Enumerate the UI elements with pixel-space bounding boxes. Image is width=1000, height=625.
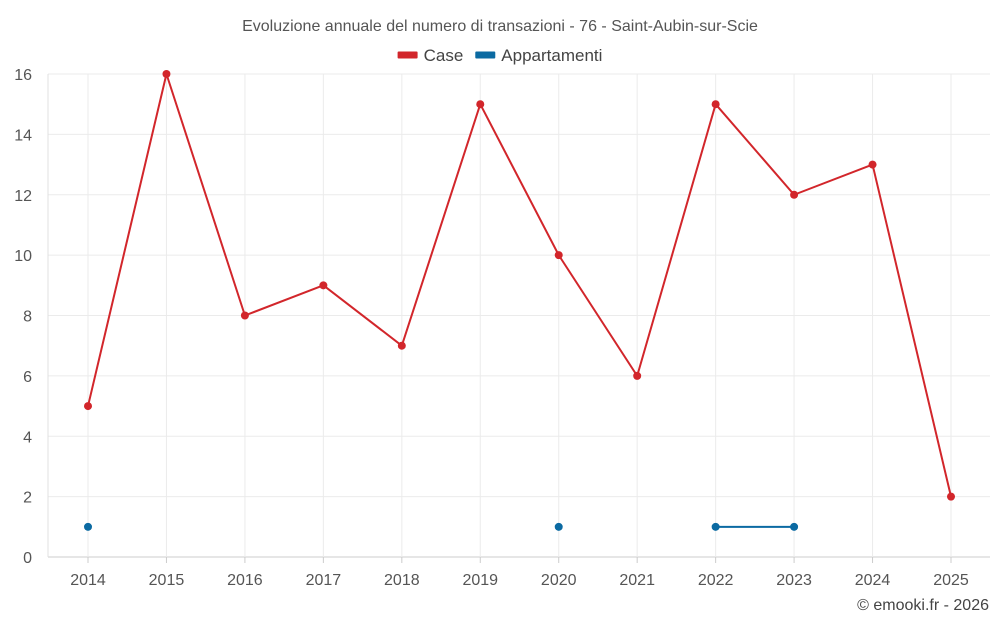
x-tick-label: 2022	[698, 572, 734, 589]
data-point[interactable]	[319, 281, 328, 290]
data-point[interactable]	[240, 311, 249, 320]
legend-item-case[interactable]: Case	[397, 46, 464, 65]
data-point[interactable]	[711, 100, 720, 109]
series-line-segment	[243, 284, 325, 317]
y-tick-label: 12	[14, 188, 32, 205]
y-tick-label: 8	[23, 309, 32, 326]
series-line-segment	[557, 254, 639, 377]
series-line-segment	[400, 103, 482, 347]
x-tick-label: 2021	[619, 572, 655, 589]
x-tick-label: 2015	[149, 572, 185, 589]
x-tick-label: 2024	[855, 572, 891, 589]
series-line-segment	[871, 163, 952, 498]
series-line-segment	[714, 103, 796, 196]
y-tick-label: 4	[23, 429, 32, 446]
x-tick-label: 2014	[70, 572, 106, 589]
legend-swatch	[475, 51, 496, 59]
legend-item-appartamenti[interactable]: Appartamenti	[475, 46, 602, 65]
series-line-segment	[87, 73, 168, 408]
grid	[48, 73, 990, 558]
data-point[interactable]	[162, 70, 171, 78]
data-point[interactable]	[476, 100, 485, 109]
data-point[interactable]	[84, 402, 92, 411]
y-tick-label: 2	[23, 490, 32, 507]
series-layer	[84, 70, 955, 531]
x-tick-label: 2020	[541, 572, 577, 589]
x-tick-label: 2018	[384, 572, 420, 589]
y-tick-label: 16	[14, 67, 32, 84]
data-point[interactable]	[790, 190, 799, 199]
series-case	[84, 70, 955, 501]
data-point[interactable]	[554, 522, 563, 531]
series-line-segment	[165, 73, 246, 317]
data-point[interactable]	[554, 251, 563, 260]
legend-label: Appartamenti	[501, 46, 602, 65]
series-line-segment	[636, 103, 717, 377]
y-tick-label: 14	[14, 127, 32, 144]
x-tick-label: 2016	[227, 572, 263, 589]
x-tick-label: 2023	[776, 572, 812, 589]
y-tick-label: 10	[14, 248, 32, 265]
credit-text: © emooki.fr - 2026	[857, 597, 989, 614]
data-point[interactable]	[84, 522, 92, 531]
data-point[interactable]	[711, 522, 720, 531]
data-point[interactable]	[633, 371, 642, 380]
data-point[interactable]	[397, 341, 406, 350]
series-line-segment	[793, 163, 874, 196]
series-line-segment	[479, 103, 560, 257]
x-tick-label: 2019	[462, 572, 498, 589]
legend-swatch	[397, 51, 418, 59]
legend-label: Case	[424, 46, 464, 65]
y-tick-label: 6	[23, 369, 32, 386]
x-tick-label: 2017	[306, 572, 342, 589]
data-point[interactable]	[947, 492, 955, 501]
chart-title: Evoluzione annuale del numero di transaz…	[242, 18, 758, 35]
series-line-segment	[322, 284, 403, 347]
data-point[interactable]	[868, 160, 877, 169]
y-tick-label: 0	[23, 550, 32, 567]
x-tick-label: 2025	[933, 572, 969, 589]
series-appartamenti	[84, 522, 799, 531]
data-point[interactable]	[790, 522, 799, 531]
axes: 0 2 4 6 8 10 12 14 16 2014 2015 2016 2017 2018 2019 202…	[14, 67, 969, 589]
legend: Case Appartamenti	[397, 46, 602, 65]
